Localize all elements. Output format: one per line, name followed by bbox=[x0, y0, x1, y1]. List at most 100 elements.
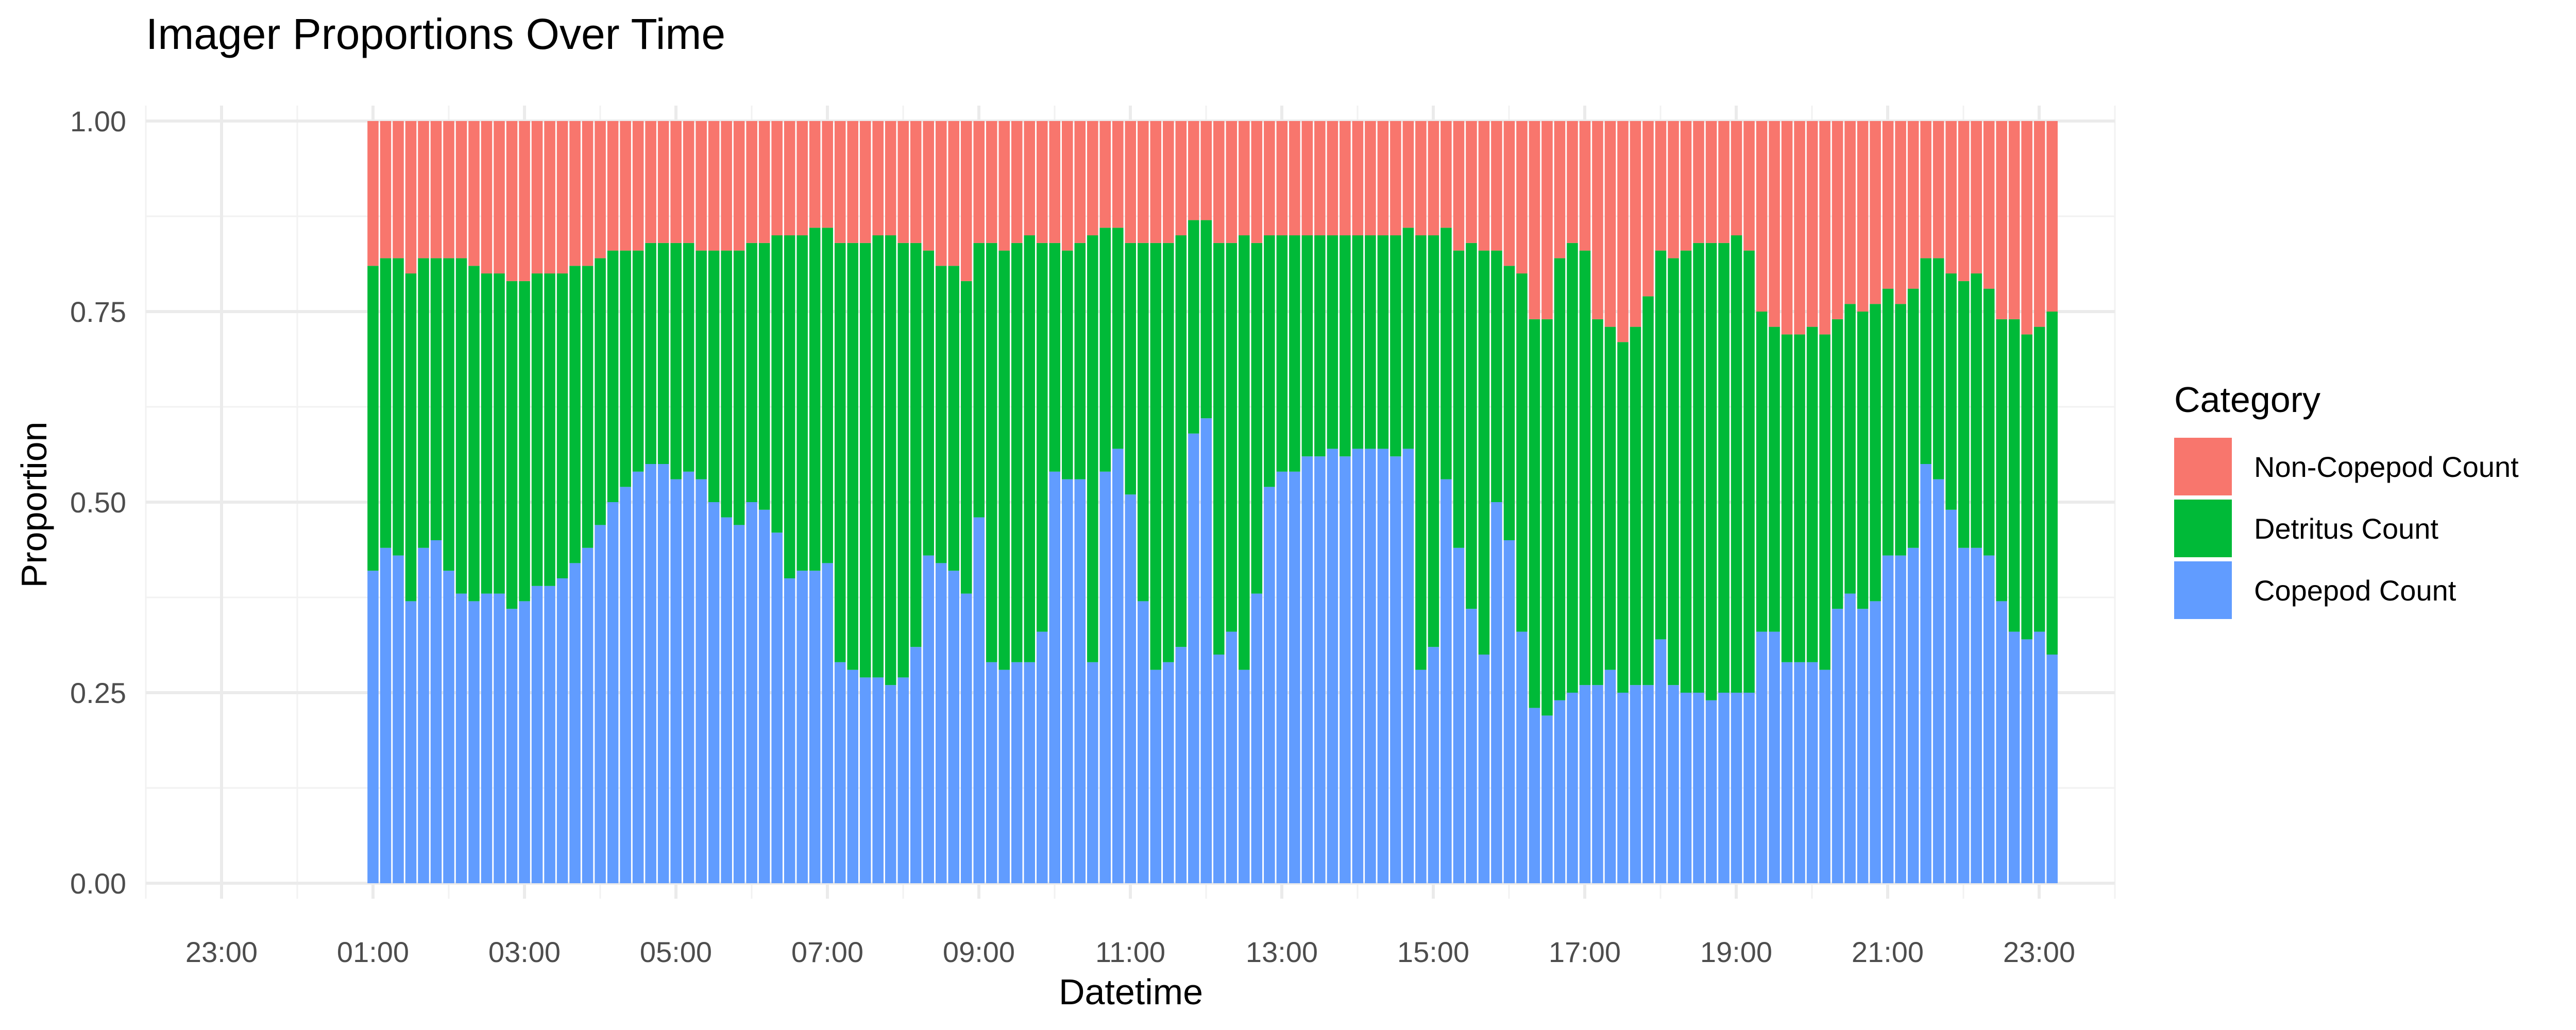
bar-non-copepod-count bbox=[582, 121, 594, 266]
bar-copepod-count bbox=[923, 555, 934, 883]
bar-detritus-count bbox=[1554, 258, 1566, 700]
bar-detritus-count bbox=[1163, 243, 1174, 662]
bar-non-copepod-count bbox=[1870, 121, 1881, 304]
bar-detritus-count bbox=[1466, 243, 1477, 609]
bar-detritus-count bbox=[1289, 235, 1300, 472]
bar-non-copepod-count bbox=[1125, 121, 1137, 243]
bar-non-copepod-count bbox=[1958, 121, 1970, 281]
bar-non-copepod-count bbox=[2008, 121, 2020, 319]
bar-detritus-count bbox=[1340, 235, 1351, 457]
bar-detritus-count bbox=[1188, 220, 1199, 434]
bar-detritus-count bbox=[405, 273, 417, 602]
bar-non-copepod-count bbox=[1857, 121, 1869, 312]
bar-non-copepod-count bbox=[569, 121, 581, 266]
bar-detritus-count bbox=[771, 235, 783, 533]
bar-copepod-count bbox=[607, 502, 619, 883]
bar-non-copepod-count bbox=[784, 121, 795, 235]
bar-non-copepod-count bbox=[1415, 121, 1427, 235]
bar-copepod-count bbox=[1971, 547, 1982, 883]
bar-copepod-count bbox=[367, 571, 379, 883]
bar-copepod-count bbox=[1870, 601, 1881, 883]
bar-non-copepod-count bbox=[657, 121, 669, 243]
bar-detritus-count bbox=[595, 258, 606, 525]
bar-copepod-count bbox=[1478, 655, 1490, 883]
bar-non-copepod-count bbox=[443, 121, 454, 259]
bar-copepod-count bbox=[544, 586, 555, 883]
legend-label: Copepod Count bbox=[2254, 574, 2456, 607]
bar-non-copepod-count bbox=[758, 121, 770, 243]
bar-non-copepod-count bbox=[834, 121, 846, 243]
bar-copepod-count bbox=[1554, 700, 1566, 883]
bar-copepod-count bbox=[1074, 479, 1086, 883]
x-tick-label: 23:00 bbox=[185, 936, 258, 968]
bar-non-copepod-count bbox=[1163, 121, 1174, 243]
bar-non-copepod-count bbox=[1213, 121, 1225, 243]
bar-detritus-count bbox=[1541, 319, 1553, 716]
bar-copepod-count bbox=[784, 578, 795, 883]
bar-detritus-count bbox=[1857, 312, 1869, 609]
bar-detritus-count bbox=[1655, 250, 1667, 640]
bar-detritus-count bbox=[380, 258, 392, 548]
bar-copepod-count bbox=[1466, 609, 1477, 883]
bar-copepod-count bbox=[708, 502, 720, 883]
bar-non-copepod-count bbox=[544, 121, 555, 273]
bar-copepod-count bbox=[670, 479, 682, 883]
bar-non-copepod-count bbox=[796, 121, 808, 235]
bar-non-copepod-count bbox=[1478, 121, 1490, 251]
bar-copepod-count bbox=[897, 677, 909, 883]
bar-detritus-count bbox=[494, 273, 505, 594]
bar-detritus-count bbox=[897, 243, 909, 678]
bar-copepod-count bbox=[1705, 700, 1717, 883]
bar-detritus-count bbox=[1604, 327, 1616, 670]
bar-non-copepod-count bbox=[645, 121, 656, 243]
bar-detritus-count bbox=[1503, 266, 1515, 540]
bar-copepod-count bbox=[531, 586, 543, 883]
bar-non-copepod-count bbox=[708, 121, 720, 251]
bar-detritus-count bbox=[948, 266, 959, 571]
bar-copepod-count bbox=[1503, 540, 1515, 883]
bar-non-copepod-count bbox=[910, 121, 922, 243]
bar-non-copepod-count bbox=[1074, 121, 1086, 243]
bar-detritus-count bbox=[1718, 243, 1730, 693]
bar-copepod-count bbox=[1743, 693, 1755, 883]
bar-detritus-count bbox=[973, 243, 985, 518]
bar-copepod-count bbox=[1340, 456, 1351, 883]
bar-detritus-count bbox=[1352, 235, 1364, 449]
bar-non-copepod-count bbox=[1036, 121, 1048, 243]
y-tick-label: 0.50 bbox=[70, 486, 126, 519]
bar-non-copepod-count bbox=[556, 121, 568, 273]
bar-detritus-count bbox=[1794, 334, 1805, 662]
bar-detritus-count bbox=[784, 235, 795, 578]
bar-copepod-count bbox=[847, 670, 858, 883]
bar-copepod-count bbox=[632, 471, 644, 883]
bar-non-copepod-count bbox=[1844, 121, 1856, 304]
bar-non-copepod-count bbox=[960, 121, 972, 281]
bar-non-copepod-count bbox=[1529, 121, 1540, 319]
bar-copepod-count bbox=[2046, 655, 2058, 883]
bar-detritus-count bbox=[1756, 312, 1768, 632]
bar-non-copepod-count bbox=[1200, 121, 1212, 220]
bar-copepod-count bbox=[1844, 593, 1856, 883]
bar-non-copepod-count bbox=[986, 121, 997, 243]
bar-copepod-count bbox=[519, 601, 530, 883]
bar-non-copepod-count bbox=[367, 121, 379, 266]
bar-copepod-count bbox=[1983, 555, 1995, 883]
bar-non-copepod-count bbox=[1655, 121, 1667, 251]
bar-copepod-count bbox=[645, 464, 656, 883]
bar-non-copepod-count bbox=[721, 121, 732, 251]
bar-detritus-count bbox=[1125, 243, 1137, 495]
x-axis-ticks: 23:00 01:00 03:00 05:00 07:00 09:00 11:00 13:00… bbox=[185, 936, 2075, 968]
bar-copepod-count bbox=[1188, 433, 1199, 883]
x-tick-label: 07:00 bbox=[791, 936, 863, 968]
bar-detritus-count bbox=[1049, 243, 1061, 472]
bar-copepod-count bbox=[595, 525, 606, 883]
bar-detritus-count bbox=[519, 281, 530, 602]
bar-non-copepod-count bbox=[519, 121, 530, 281]
bar-non-copepod-count bbox=[1276, 121, 1288, 235]
bar-copepod-count bbox=[1415, 670, 1427, 883]
y-tick-label: 1.00 bbox=[70, 105, 126, 138]
legend-label: Detritus Count bbox=[2254, 512, 2438, 545]
bar-copepod-count bbox=[1011, 662, 1023, 883]
bar-copepod-count bbox=[1352, 449, 1364, 883]
